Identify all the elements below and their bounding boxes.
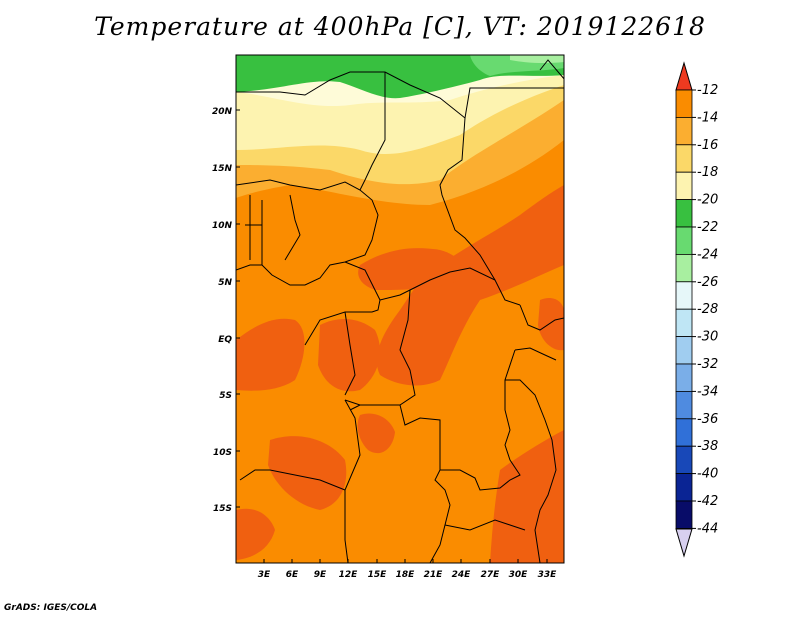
field-patch-12-kenya <box>538 298 564 351</box>
colorbar-cell <box>675 199 693 228</box>
temperature-field <box>236 55 564 563</box>
colorbar-label: -28 <box>697 302 718 317</box>
lon-label: 6E <box>286 570 299 580</box>
country-borders <box>236 59 564 563</box>
colorbar-cell <box>675 445 693 475</box>
colorbar-label: -40 <box>697 467 718 482</box>
colorbar-label: -34 <box>697 384 718 399</box>
colorbar-label: -42 <box>697 494 718 509</box>
colorbar: -12 -14 -16 -18 -20 -22 -24 -26 -28 -30 -32 -34 -36 -… <box>675 61 718 558</box>
colorbar-label: -20 <box>697 193 718 208</box>
lon-label: 3E <box>258 570 271 580</box>
lat-label: 15S <box>213 504 232 514</box>
field-patch-12-center <box>318 318 380 392</box>
colorbar-cell <box>675 308 693 338</box>
colorbar-label: -44 <box>697 521 718 536</box>
field-patch-12-north <box>358 248 463 290</box>
colorbar-cell <box>675 363 693 392</box>
map-frame <box>235 54 565 564</box>
colorbar-label: -16 <box>697 138 718 153</box>
colorbar-label: -12 <box>697 83 718 98</box>
colorbar-cell <box>675 500 693 529</box>
colorbar-label: -38 <box>697 439 718 454</box>
lon-label: 15E <box>368 570 388 580</box>
lon-label: 24E <box>452 570 472 580</box>
map-title: Temperature at 400hPa [C], VT: 201912261… <box>94 12 706 41</box>
colorbar-cell <box>675 473 693 502</box>
colorbar-label: -18 <box>697 165 718 180</box>
lat-label: 5N <box>218 278 232 288</box>
latitude-labels: 20N 15N 10N 5N EQ 5S 10S 15S <box>212 107 233 514</box>
colorbar-label: -22 <box>697 220 718 235</box>
lon-label: 33E <box>538 570 558 580</box>
colorbar-cell <box>675 253 693 283</box>
lon-label: 21E <box>424 570 444 580</box>
colorbar-cell <box>675 336 693 365</box>
colorbar-bottom-cap <box>675 528 693 558</box>
lon-label: 12E <box>339 570 359 580</box>
colorbar-cell <box>675 390 693 420</box>
field-patch-12-southwest <box>268 436 347 510</box>
latitude-ticks <box>236 109 240 508</box>
colorbar-top-cap <box>675 61 693 91</box>
colorbar-label: -14 <box>697 110 718 125</box>
longitude-labels: 3E 6E 9E 12E 15E 18E 21E 24E 27E 30E 33E <box>258 570 557 580</box>
colorbar-cell <box>675 281 693 310</box>
colorbar-label: -26 <box>697 275 718 290</box>
colorbar-label: -36 <box>697 412 718 427</box>
grads-credit: GrADS: IGES/COLA <box>4 603 98 613</box>
lon-label: 27E <box>481 570 501 580</box>
field-band-28 <box>510 55 564 64</box>
field-patch-12-southeast <box>490 430 564 563</box>
colorbar-cell <box>675 89 693 118</box>
colorbar-cell <box>675 418 693 447</box>
colorbar-cells <box>675 89 693 529</box>
colorbar-cell <box>675 117 693 146</box>
field-patch-12-west <box>236 318 305 391</box>
colorbar-cell <box>675 171 693 200</box>
field-patch-12-southwest-corner <box>236 508 275 560</box>
field-patch-12-angola <box>357 413 395 454</box>
lon-label: 30E <box>509 570 529 580</box>
lon-label: 18E <box>396 570 416 580</box>
colorbar-label: -30 <box>697 330 718 345</box>
colorbar-label: -32 <box>697 357 718 372</box>
lat-label: 15N <box>212 164 233 174</box>
colorbar-label: -24 <box>697 247 718 262</box>
lat-label: 5S <box>219 391 232 401</box>
longitude-ticks <box>263 559 548 563</box>
lat-label: EQ <box>218 335 232 345</box>
field-patch-12-east <box>376 185 564 386</box>
colorbar-labels: -12 -14 -16 -18 -20 -22 -24 -26 -28 -30 -32 -34 -36 -… <box>692 83 718 536</box>
lon-label: 9E <box>314 570 327 580</box>
lat-label: 10S <box>213 448 232 458</box>
colorbar-cell <box>675 226 693 255</box>
lat-label: 10N <box>212 221 233 231</box>
colorbar-cell <box>675 144 693 173</box>
lat-label: 20N <box>212 107 233 117</box>
